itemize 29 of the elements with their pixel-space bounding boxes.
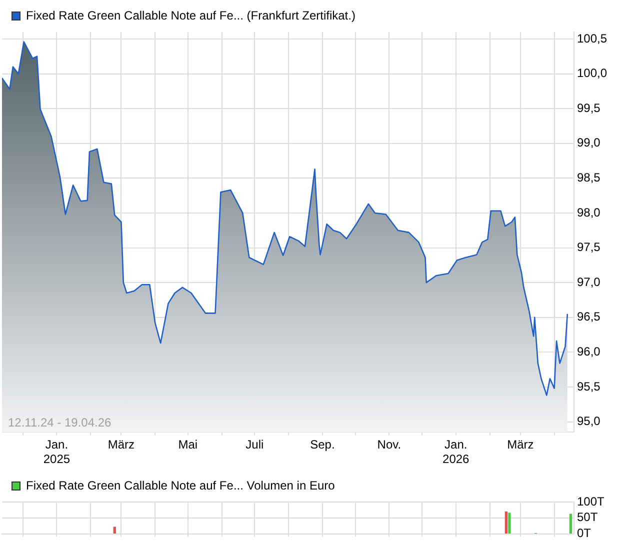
bar [569, 514, 572, 534]
y-tick-label: 50T [577, 510, 598, 524]
y-tick-label: 98,5 [577, 170, 601, 184]
bar [504, 512, 508, 534]
x-tick-label: Nov. [377, 438, 402, 452]
x-tick-label: Jan. 2026 [442, 438, 470, 466]
x-tick-label: Sep. [310, 438, 335, 452]
y-tick-label: 95,0 [577, 414, 601, 428]
annotation: 12.11.24 - 19.04.26 [8, 416, 112, 430]
y-tick-label: 0T [577, 526, 592, 540]
x-tick-label: März [507, 438, 534, 452]
x-tick-label: Mai [178, 438, 198, 452]
y-tick-label: 99,5 [577, 100, 601, 115]
x-tick-label: März [108, 438, 135, 452]
y-tick-label: 95,5 [577, 379, 601, 394]
legend-label: Fixed Rate Green Callable Note auf Fe... Volumen in Euro [26, 478, 336, 492]
y-tick-label: 99,0 [577, 136, 601, 150]
y-tick-label: 100,0 [577, 66, 608, 80]
x-tick-label: Juli [246, 438, 264, 452]
y-tick-label: 96,5 [577, 310, 601, 324]
bar [508, 512, 511, 534]
y-tick-label: 100,5 [577, 31, 608, 46]
y-tick-label: 96,0 [577, 344, 601, 358]
y-tick-label: 98,0 [577, 205, 601, 220]
y-tick-label: 97,0 [577, 274, 601, 289]
y-tick-label: 100T [577, 494, 606, 508]
x-tick-label: Jan. 2025 [43, 438, 70, 466]
legend-label: Fixed Rate Green Callable Note auf Fe... (Frankfurt Zertifikat.) [26, 8, 356, 22]
y-tick-label: 97,5 [577, 240, 601, 254]
